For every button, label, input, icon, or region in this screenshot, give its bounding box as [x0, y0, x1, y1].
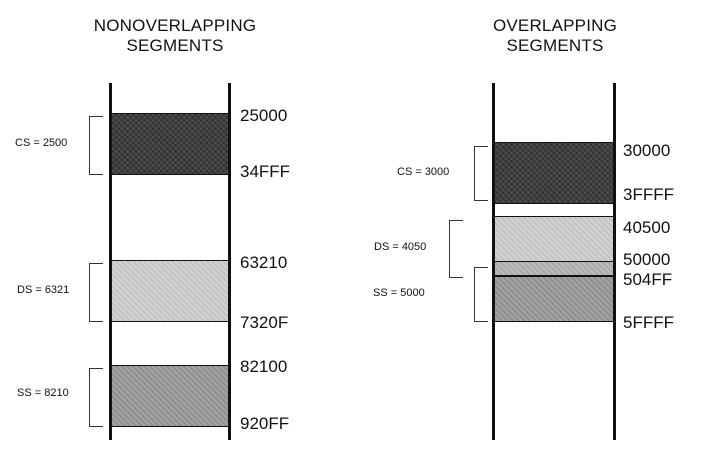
right-cs-start-address: 30000	[623, 141, 671, 160]
right-overlap-region	[495, 261, 613, 276]
right-ds-end-address: 504FF	[623, 270, 673, 289]
left-code-segment-block	[112, 113, 228, 175]
right-ss-end-address: 5FFFF	[623, 313, 674, 332]
right-data-segment-brace	[449, 220, 463, 278]
left-cs-start-address: 25000	[240, 106, 288, 125]
left-memory-rail-left	[109, 83, 112, 440]
left-title-line1: NONOVERLAPPING	[93, 16, 257, 35]
right-stack-segment-brace	[474, 267, 488, 322]
right-cs-end-address: 3FFFF	[623, 185, 674, 204]
left-title-line2: SEGMENTS	[126, 36, 224, 55]
right-title-line1: OVERLAPPING	[492, 16, 618, 35]
right-ss-register-label: SS = 5000	[373, 287, 425, 299]
left-ss-end-address: 920FF	[240, 414, 290, 433]
right-stack-segment-block	[495, 276, 613, 322]
right-panel-title: OVERLAPPING SEGMENTS	[440, 16, 670, 56]
right-code-segment-brace	[474, 146, 488, 201]
right-code-segment-block	[495, 142, 613, 204]
right-ds-register-label: DS = 4050	[374, 241, 427, 253]
left-ss-start-address: 82100	[240, 357, 288, 376]
right-memory-rail-left	[492, 83, 495, 440]
left-ds-register-label: DS = 6321	[17, 284, 70, 296]
left-cs-register-label: CS = 2500	[15, 137, 68, 149]
left-ds-start-address: 63210	[240, 253, 288, 272]
right-ss-start-address: 50000	[623, 250, 671, 269]
right-memory-rail-right	[613, 83, 616, 440]
left-ds-end-address: 7320F	[240, 313, 289, 332]
left-stack-segment-block	[112, 365, 228, 427]
right-cs-register-label: CS = 3000	[397, 166, 450, 178]
right-ds-start-address: 40500	[623, 218, 671, 237]
left-code-segment-brace	[89, 116, 103, 175]
left-data-segment-block	[112, 260, 228, 322]
left-ss-register-label: SS = 8210	[17, 387, 69, 399]
right-title-line2: SEGMENTS	[506, 36, 604, 55]
left-stack-segment-brace	[89, 368, 103, 427]
left-panel-title: NONOVERLAPPING SEGMENTS	[55, 16, 295, 56]
left-cs-end-address: 34FFF	[240, 162, 291, 181]
left-data-segment-brace	[89, 263, 103, 322]
left-memory-rail-right	[228, 83, 231, 440]
